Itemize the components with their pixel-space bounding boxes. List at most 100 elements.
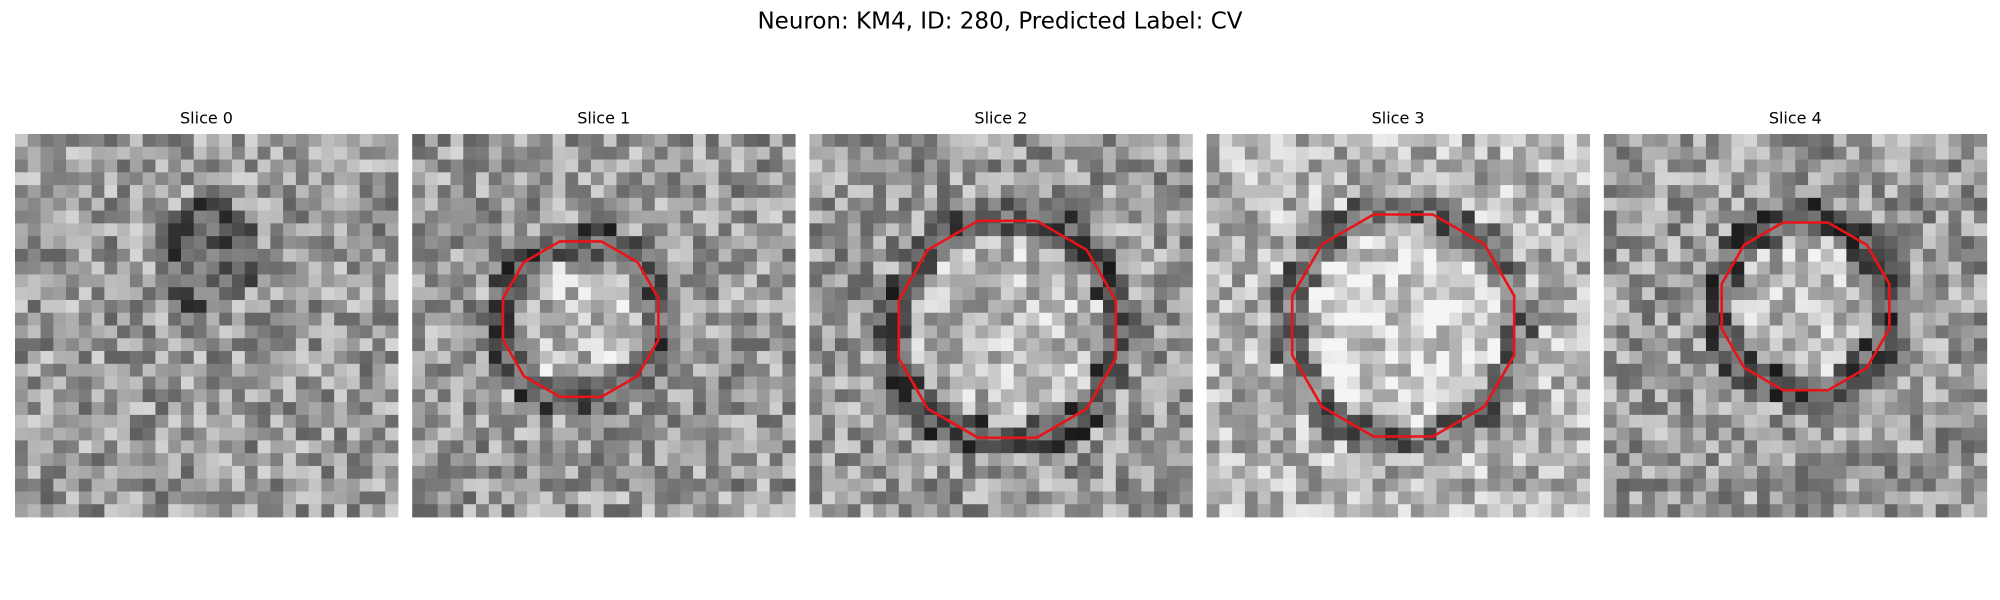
pixel — [1859, 491, 1873, 505]
pixel — [1270, 504, 1284, 518]
pixel — [590, 159, 605, 173]
pixel — [1474, 351, 1488, 365]
pixel — [1948, 427, 1962, 441]
pixel — [1576, 287, 1590, 301]
pixel — [346, 287, 361, 301]
pixel — [1744, 478, 1758, 492]
pixel — [1538, 440, 1552, 454]
pixel — [1629, 504, 1643, 518]
pixel — [129, 299, 144, 314]
pixel — [744, 465, 758, 480]
pixel — [129, 312, 144, 326]
pixel — [1270, 491, 1284, 505]
pixel — [27, 478, 41, 492]
pixel — [66, 223, 80, 237]
pixel — [193, 223, 207, 237]
pixel — [206, 299, 220, 314]
pixel — [1308, 312, 1322, 326]
pixel — [129, 453, 144, 467]
pixel — [463, 465, 477, 480]
pixel — [731, 402, 745, 416]
pixel — [1744, 287, 1758, 301]
pixel — [450, 287, 464, 301]
pixel — [1897, 210, 1911, 224]
pixel — [168, 402, 182, 416]
pixel — [1039, 185, 1053, 199]
pixel — [1769, 325, 1783, 339]
pixel — [860, 197, 874, 211]
pixel — [962, 146, 976, 160]
pixel — [565, 504, 579, 518]
pixel — [769, 261, 783, 275]
pixel — [1757, 236, 1771, 250]
pixel — [603, 491, 617, 505]
pixel — [488, 185, 502, 199]
pixel — [1423, 465, 1437, 480]
pixel — [1051, 465, 1066, 480]
pixel — [15, 261, 29, 275]
pixel — [1974, 402, 1988, 416]
pixel — [1731, 427, 1745, 441]
pixel — [1680, 414, 1694, 429]
pixel — [527, 504, 541, 518]
pixel — [1449, 134, 1463, 148]
pixel — [1013, 172, 1027, 186]
pixel — [501, 491, 515, 505]
pixel — [117, 185, 131, 199]
pixel — [1410, 185, 1425, 199]
pixel — [206, 338, 220, 352]
pixel — [437, 299, 451, 314]
pixel — [1642, 312, 1656, 326]
pixel — [1705, 325, 1720, 339]
pixel — [1654, 427, 1669, 441]
pixel — [15, 427, 29, 441]
pixel — [27, 236, 41, 250]
pixel — [117, 261, 131, 275]
slice-title: Slice 2 — [974, 109, 1027, 128]
pixel — [1693, 210, 1707, 224]
pixel — [1538, 287, 1552, 301]
pixel — [578, 465, 592, 480]
pixel — [1179, 402, 1193, 416]
pixel — [782, 389, 796, 403]
pixel — [539, 478, 554, 492]
pixel — [1974, 274, 1988, 288]
pixel — [1090, 465, 1104, 480]
pixel — [193, 312, 207, 326]
pixel — [924, 159, 938, 173]
pixel — [539, 427, 554, 441]
pixel — [1051, 312, 1066, 326]
pixel — [385, 146, 399, 160]
pixel — [552, 248, 566, 263]
pixel — [514, 172, 528, 186]
pixel — [206, 389, 220, 403]
pixel — [911, 146, 925, 160]
pixel — [168, 491, 182, 505]
pixel — [1616, 172, 1630, 186]
pixel — [886, 261, 900, 275]
pixel — [1871, 504, 1886, 518]
pixel — [1064, 299, 1078, 314]
pixel — [988, 236, 1002, 250]
pixel — [949, 312, 963, 326]
pixel — [1166, 440, 1181, 454]
pixel — [1347, 325, 1361, 339]
pixel — [616, 185, 630, 199]
pixel — [1385, 338, 1399, 352]
pixel — [1295, 389, 1310, 403]
pixel — [1423, 351, 1437, 365]
pixel — [616, 504, 630, 518]
pixel — [1000, 478, 1015, 492]
pixel — [1616, 338, 1630, 352]
pixel — [1974, 197, 1988, 211]
pixel — [155, 325, 169, 339]
pixel — [629, 146, 643, 160]
pixel — [1884, 236, 1898, 250]
pixel — [1897, 351, 1911, 365]
pixel — [1179, 274, 1193, 288]
pixel — [731, 134, 745, 148]
pixel — [629, 478, 643, 492]
pixel — [1922, 491, 1937, 505]
pixel — [937, 287, 951, 301]
pixel — [552, 363, 566, 377]
